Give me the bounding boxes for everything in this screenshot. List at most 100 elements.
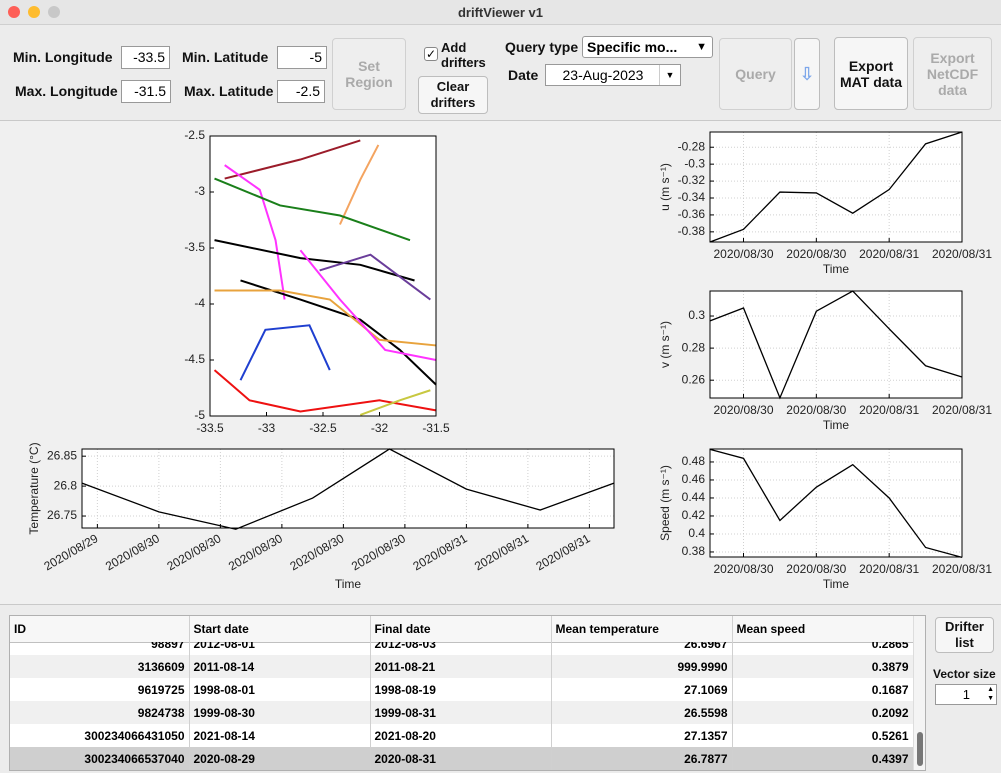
plot-border	[709, 448, 963, 558]
x-tick-label: 2020/08/31	[932, 562, 992, 576]
text-field[interactable]: -31.5	[121, 80, 171, 103]
spinner[interactable]: 1 ▲ ▼	[935, 684, 997, 705]
data-line	[709, 131, 963, 243]
table-cell: 2021-08-20	[370, 724, 552, 747]
data-line	[213, 369, 437, 413]
dropdown-value: Specific mo...	[587, 39, 678, 55]
x-tick-label: 2020/08/30	[164, 531, 223, 573]
x-tick-label: 2020/08/31	[472, 531, 531, 573]
scroll-thumb[interactable]	[917, 732, 923, 766]
plot-border	[709, 131, 963, 243]
dropdown[interactable]: Specific mo... ▼	[582, 36, 713, 58]
x-tick-label: -31.5	[422, 421, 450, 435]
table-cell: 26.5598	[551, 701, 733, 724]
text-field[interactable]: -33.5	[121, 46, 170, 69]
close-button[interactable]	[8, 6, 20, 18]
column-header: Final date	[370, 616, 552, 643]
table-rows: 98897 2012-08-01 2012-08-03 26.6967 0.2865 31…	[10, 642, 913, 770]
y-tick-label: -0.34	[678, 190, 706, 204]
x-axis-label: Time	[823, 577, 850, 591]
y-axis-label: u (m s⁻¹)	[658, 163, 672, 211]
y-tick-label: 0.28	[682, 340, 706, 354]
y-tick-label: -0.28	[678, 139, 706, 153]
label: Min. Latitude	[182, 49, 269, 65]
x-tick-label: 2020/08/31	[533, 531, 592, 573]
x-tick-label: 2020/08/31	[859, 562, 919, 576]
plot-border	[709, 290, 963, 399]
table-cell: 2012-08-01	[189, 642, 371, 655]
y-tick-label: 26.75	[47, 508, 77, 522]
clear-drifters-button[interactable]: Clear drifters	[418, 76, 488, 114]
x-tick-label: 2020/08/31	[932, 403, 992, 417]
x-tick-label: 2020/08/30	[713, 247, 773, 261]
table-cell: 1999-08-30	[189, 701, 371, 724]
x-axis-label: Time	[823, 262, 850, 276]
text-field[interactable]: -2.5	[277, 80, 325, 103]
y-tick-label: 0.4	[688, 526, 705, 540]
x-tick-label: 2020/08/30	[226, 531, 285, 573]
table-row: 9824738 1999-08-30 1999-08-31 26.5598 0.2092	[10, 701, 913, 724]
table-cell: 999.9990	[551, 655, 733, 678]
x-axis-label: Time	[335, 577, 362, 591]
y-tick-label: 26.8	[54, 478, 78, 492]
data-line	[239, 324, 331, 381]
table-cell: 300234066431050	[10, 724, 190, 747]
set-region-button[interactable]: Set Region	[332, 38, 406, 110]
label: Query type	[505, 39, 579, 55]
y-tick-label: -4	[194, 296, 205, 310]
y-tick-label: -2.5	[184, 128, 205, 142]
zoom-button[interactable]	[48, 6, 60, 18]
checkbox-label: Add drifters	[441, 40, 486, 70]
data-line	[214, 289, 437, 347]
plot-border	[81, 448, 615, 529]
table-cell: 26.6967	[551, 642, 733, 655]
x-tick-label: -32	[371, 421, 389, 435]
x-tick-label: 2020/08/31	[859, 403, 919, 417]
y-tick-label: 0.48	[682, 454, 706, 468]
table-cell: 3136609	[10, 655, 190, 678]
text-field[interactable]: -5	[277, 46, 327, 69]
data-line	[214, 177, 411, 242]
table-row: 9619725 1998-08-01 1998-08-19 27.1069 0.1687	[10, 678, 913, 701]
y-tick-label: -4.5	[184, 352, 205, 366]
table-cell: 0.2865	[732, 642, 913, 655]
table-cell: 0.2092	[732, 701, 913, 724]
checkbox[interactable]: ✓	[424, 47, 438, 61]
table-cell: 300234066537040	[10, 747, 190, 770]
date-arrow[interactable]: ▼	[659, 65, 680, 85]
data-line	[319, 253, 431, 301]
scrollbar[interactable]	[913, 616, 925, 770]
y-axis-label: Speed (m s⁻¹)	[658, 465, 672, 541]
table-cell: 1998-08-19	[370, 678, 552, 701]
spinner-arrows[interactable]: ▲ ▼	[987, 686, 994, 702]
y-tick-label: -0.36	[678, 207, 706, 221]
spinner-value: 1	[962, 687, 970, 702]
x-tick-label: -33	[258, 421, 276, 435]
y-tick-label: -5	[194, 408, 205, 422]
data-line	[339, 144, 380, 225]
table-cell: 1998-08-01	[189, 678, 371, 701]
y-axis-label: v (m s⁻¹)	[658, 321, 672, 368]
table-row: 300234066431050 2021-08-14 2021-08-20 27.13…	[10, 724, 913, 747]
y-tick-label: 0.44	[682, 490, 706, 504]
data-line	[214, 239, 415, 282]
label: Max. Longitude	[15, 83, 118, 99]
minimize-button[interactable]	[28, 6, 40, 18]
data-line	[81, 448, 615, 530]
date-picker[interactable]: 23-Aug-2023 ▼	[545, 64, 681, 86]
export-mat-button[interactable]: Export MAT data	[834, 37, 908, 110]
column-header: Mean temperature	[551, 616, 733, 643]
download-button[interactable]: ⇩	[794, 38, 820, 110]
query-button[interactable]: Query	[719, 38, 792, 110]
data-line	[299, 249, 437, 361]
data-line	[240, 279, 437, 386]
y-tick-label: -0.32	[678, 173, 706, 187]
export-netcdf-button[interactable]: Export NetCDF data	[913, 37, 992, 110]
y-tick-label: -0.38	[678, 224, 706, 238]
drifter-list-button[interactable]: Drifter list	[935, 617, 994, 653]
label: Vector size	[933, 667, 996, 681]
date-value: 23-Aug-2023	[562, 67, 644, 83]
y-axis-label: Temperature (°C)	[27, 442, 41, 534]
table-row: 98897 2012-08-01 2012-08-03 26.6967 0.2865	[10, 642, 913, 655]
